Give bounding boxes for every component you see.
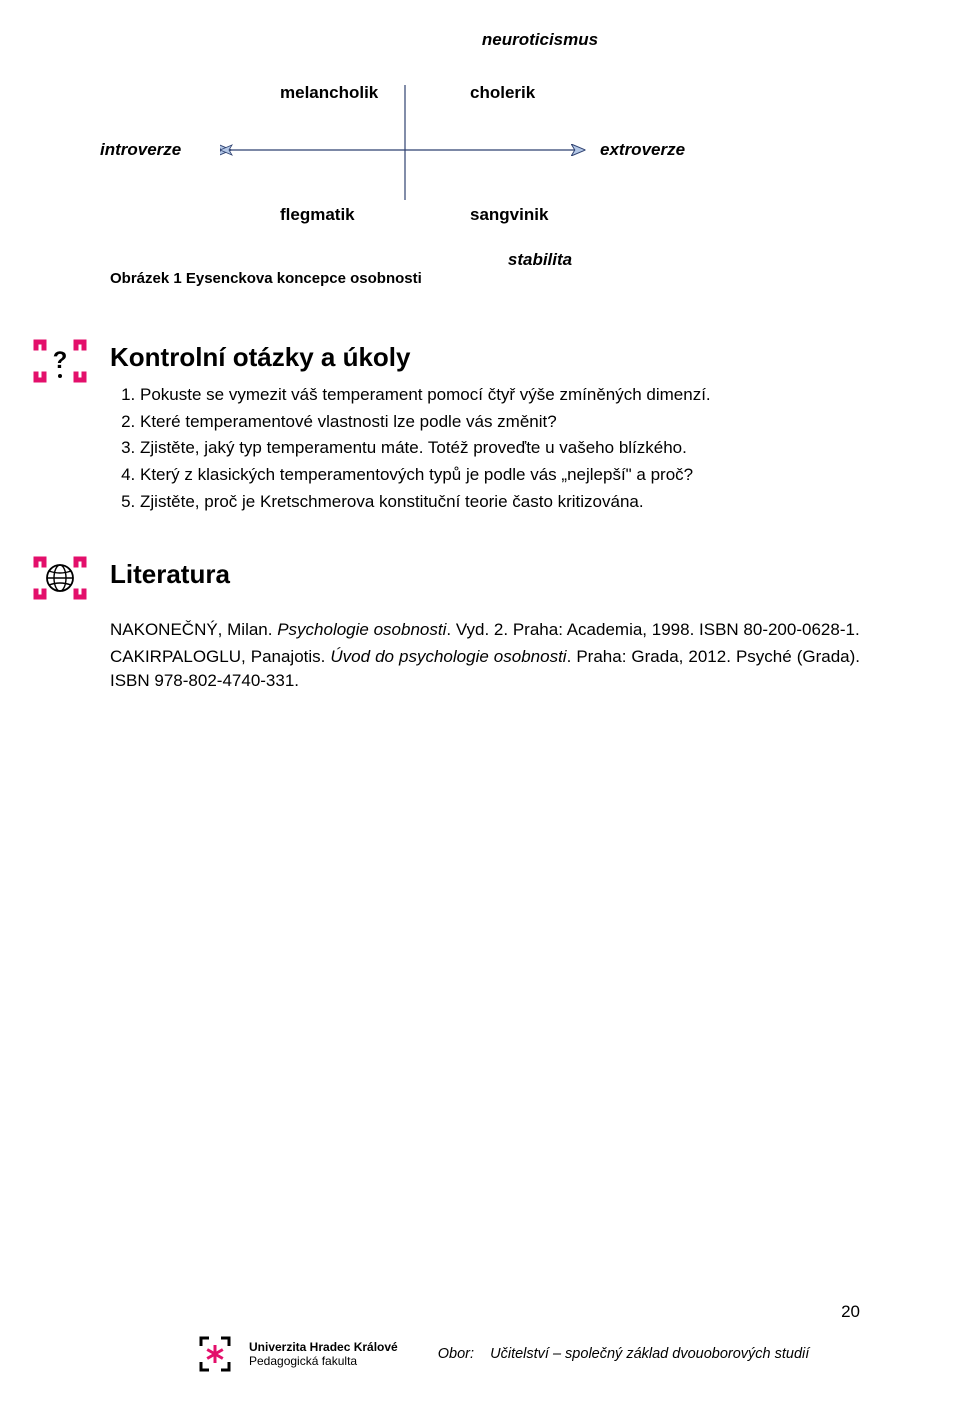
list-item: Který z klasických temperamentových typů…: [140, 463, 860, 488]
section-kontrolni: ? Kontrolní otázky a úkoly: [110, 342, 860, 373]
label-melancholik: melancholik: [280, 83, 378, 103]
ref-author: NAKONEČNÝ, Milan.: [110, 620, 277, 639]
section-literatura: Literatura: [110, 559, 860, 590]
questions-list: Pokuste se vymezit váš temperament pomoc…: [140, 383, 860, 514]
heading-kontrolni: Kontrolní otázky a úkoly: [110, 342, 860, 373]
reference-item: NAKONEČNÝ, Milan. Psychologie osobnosti.…: [110, 618, 860, 643]
obor-line: Obor: Učitelství – společný základ dvouo…: [438, 1346, 810, 1362]
obor-label: Obor:: [438, 1346, 474, 1362]
globe-badge-icon: [30, 555, 90, 601]
footer-content: Univerzita Hradec Králové Pedagogická fa…: [195, 1334, 809, 1374]
label-sangvinik: sangvinik: [470, 205, 548, 225]
diagram-caption-bottom: stabilita: [220, 250, 860, 270]
document-page: neuroticismus melancholik cholerik intro…: [0, 0, 960, 694]
ref-author: CAKIRPALOGLU, Panajotis.: [110, 647, 330, 666]
label-cholerik: cholerik: [470, 83, 535, 103]
page-number: 20: [841, 1302, 860, 1322]
label-introverze: introverze: [100, 140, 181, 160]
ref-title: Úvod do psychologie osobnosti: [330, 647, 566, 666]
reference-item: CAKIRPALOGLU, Panajotis. Úvod do psychol…: [110, 645, 860, 694]
figure-label: Obrázek 1 Eysenckova koncepce osobnosti: [110, 270, 860, 287]
university-logo-icon: [195, 1334, 235, 1374]
list-item: Pokuste se vymezit váš temperament pomoc…: [140, 383, 860, 408]
obor-value: Učitelství – společný základ dvouoborový…: [490, 1346, 809, 1362]
list-item: Zjistěte, proč je Kretschmerova konstitu…: [140, 490, 860, 515]
temperament-diagram: melancholik cholerik introverze extrover…: [170, 75, 670, 225]
ref-title: Psychologie osobnosti: [277, 620, 446, 639]
diagram-title-top: neuroticismus: [220, 30, 860, 50]
list-item: Zjistěte, jaký typ temperamentu máte. To…: [140, 436, 860, 461]
ref-tail: . Vyd. 2. Praha: Academia, 1998. ISBN 80…: [446, 620, 859, 639]
question-badge-icon: ?: [30, 338, 90, 384]
heading-literatura: Literatura: [110, 559, 860, 590]
list-item: Které temperamentové vlastnosti lze podl…: [140, 410, 860, 435]
label-extroverze: extroverze: [600, 140, 685, 160]
uni-line2: Pedagogická fakulta: [249, 1354, 398, 1368]
university-name: Univerzita Hradec Králové Pedagogická fa…: [249, 1340, 398, 1369]
label-flegmatik: flegmatik: [280, 205, 355, 225]
svg-text:?: ?: [53, 347, 68, 374]
uni-line1: Univerzita Hradec Králové: [249, 1340, 398, 1354]
